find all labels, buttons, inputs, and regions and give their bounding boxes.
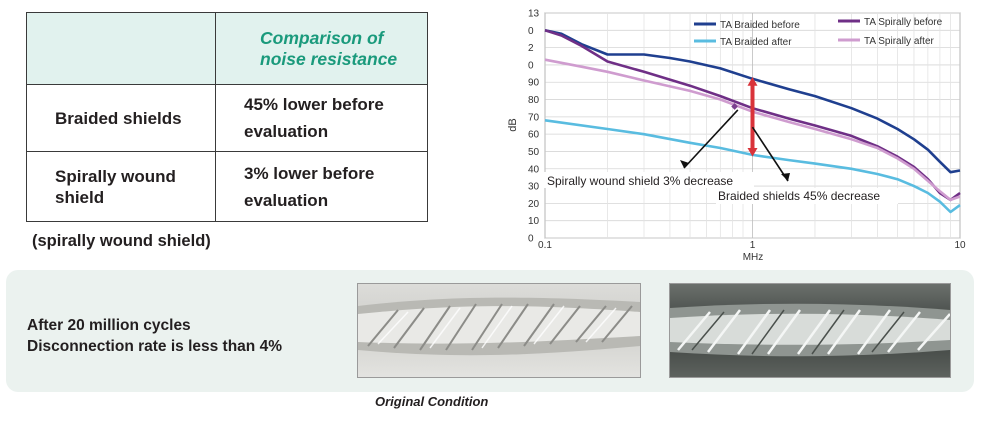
row-value-line2: evaluation (244, 190, 329, 210)
y-tick-label: 20 (528, 199, 540, 210)
decrease-arrow-head-bottom (747, 148, 758, 157)
table-header-row: Comparison of noise resistance (26, 12, 428, 85)
y-tick-label: 10 (528, 216, 540, 227)
row-label: Braided shields (55, 108, 182, 128)
column-header: Comparison of noise resistance (260, 27, 398, 69)
cycles-line: After 20 million cycles (27, 317, 191, 334)
y-tick-label: 0 (528, 234, 534, 245)
y-tick-label: 0 (528, 60, 534, 71)
legend-label: TA Spirally after (864, 36, 935, 47)
y-tick-label: 60 (528, 130, 540, 141)
legend-label: TA Braided before (720, 20, 800, 31)
annotation-label-bg (544, 172, 754, 188)
y-tick-label: 13 (528, 9, 540, 20)
row-label-cell: Spirally wound shield (26, 151, 216, 222)
row-label-cell: Braided shields (26, 84, 216, 152)
y-tick-label: 80 (528, 95, 540, 106)
table-row: Braided shields 45% lower before evaluat… (26, 84, 428, 152)
header-cell: Comparison of noise resistance (215, 12, 428, 85)
y-axis-label: dB (507, 118, 519, 131)
row-value-cell: 45% lower before evaluation (215, 84, 428, 152)
y-tick-label: 2 (528, 43, 534, 54)
disconnection-line: Disconnection rate is less than 4% (27, 338, 282, 355)
table-note: (spirally wound shield) (32, 232, 211, 250)
series-line (544, 29, 961, 174)
x-tick-label: 0.1 (538, 240, 552, 251)
row-value-line1: 3% lower before (244, 163, 375, 183)
table-row: Spirally wound shield 3% lower before ev… (26, 151, 428, 222)
pointer-line (751, 126, 789, 182)
x-axis-label: MHz (743, 252, 764, 262)
legend-label: TA Spirally before (864, 17, 943, 28)
y-tick-label: 40 (528, 164, 540, 175)
y-tick-label: 50 (528, 147, 540, 158)
series-line (544, 58, 961, 202)
y-tick-label: 0 (528, 26, 534, 37)
y-tick-label: 30 (528, 182, 540, 193)
empty-header-cell (26, 12, 216, 85)
comparison-table: Comparison of noise resistance Braided s… (26, 12, 428, 222)
annotation-label-bg (716, 188, 898, 204)
decrease-arrow-head-top (747, 77, 758, 86)
series-line (544, 119, 961, 214)
cable-after-image (670, 303, 950, 357)
row-label: Spirally wound shield (55, 166, 176, 207)
annotation-braided: Braided shields 45% decrease (718, 189, 880, 203)
spiral-decrease-marker (731, 103, 738, 110)
pointer-arrowhead (781, 173, 790, 181)
row-value-line2: evaluation (244, 122, 329, 141)
pointer-arrowhead (680, 160, 689, 168)
cable-photo-original (357, 283, 641, 378)
y-tick-label: 70 (528, 112, 540, 123)
row-value-cell: 3% lower before evaluation (215, 151, 428, 222)
row-value-line1: 45% lower before (244, 95, 384, 114)
y-tick-label: 90 (528, 78, 540, 89)
x-tick-label: 1 (750, 240, 756, 251)
cable-original-image (358, 297, 640, 356)
legend-label: TA Braided after (720, 37, 792, 48)
x-tick-label: 10 (954, 240, 966, 251)
pointer-line (683, 109, 739, 169)
annotation-spiral: Spirally wound shield 3% decrease (547, 174, 733, 188)
durability-text: After 20 million cycles Disconnection ra… (27, 315, 282, 357)
cable-photo-after (669, 283, 951, 378)
photo-caption: Original Condition (375, 394, 489, 409)
